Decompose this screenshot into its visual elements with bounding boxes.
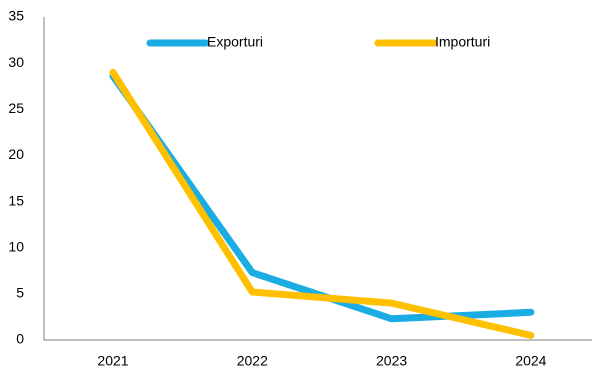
x-tick-label: 2024 [515, 353, 546, 369]
y-tick-label: 0 [16, 331, 24, 347]
y-tick-labels: 0 5 10 15 20 25 30 35 [8, 8, 24, 347]
legend: Exporturi Importuri [146, 34, 490, 50]
series-line-2 [109, 68, 535, 339]
y-tick-label: 5 [16, 285, 24, 301]
x-tick-label: 2022 [237, 353, 268, 369]
y-tick-label: 10 [8, 238, 24, 254]
x-tick-label: 2021 [97, 353, 128, 369]
y-tick-label: 35 [8, 8, 24, 24]
legend-label-1: Exporturi [207, 34, 263, 50]
y-tick-label: 15 [8, 192, 24, 208]
series-lines [109, 68, 535, 339]
y-tick-label: 30 [8, 54, 24, 70]
y-tick-label: 25 [8, 100, 24, 116]
series-line-1 [109, 72, 535, 323]
axes [43, 17, 592, 341]
legend-label-2: Importuri [435, 34, 490, 50]
x-tick-label: 2023 [376, 353, 407, 369]
y-tick-label: 20 [8, 146, 24, 162]
x-tick-labels: 2021 2022 2023 2024 [97, 353, 546, 369]
